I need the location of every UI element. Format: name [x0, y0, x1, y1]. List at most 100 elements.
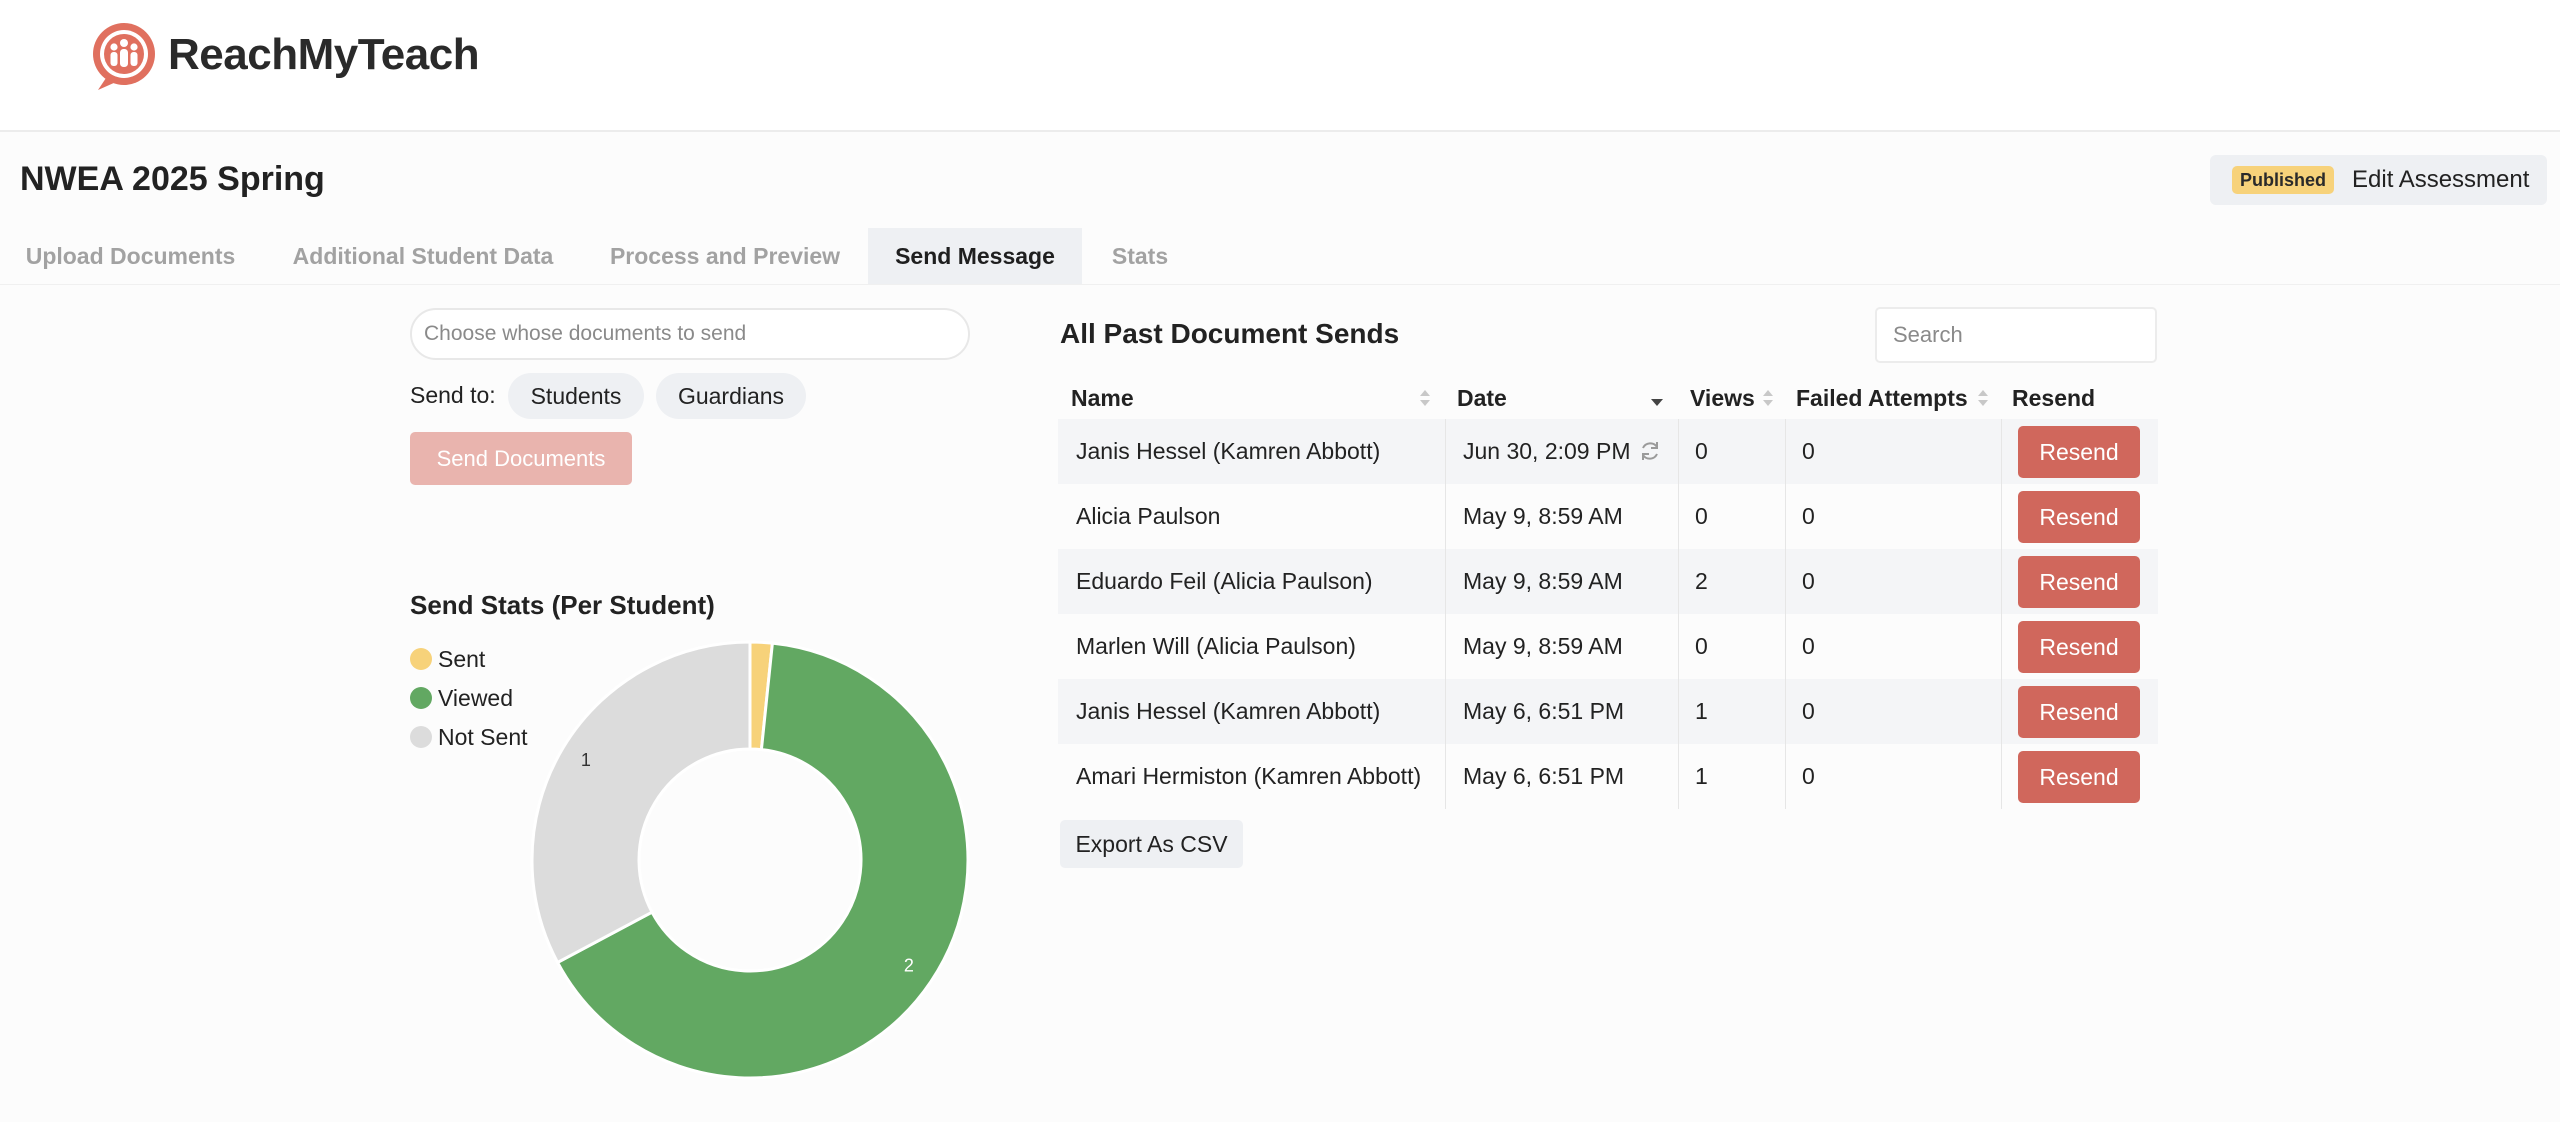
table-row: Alicia Paulson May 9, 8:59 AM 0 0 Resend [1058, 484, 2158, 549]
legend-item-sent: Sent [410, 646, 485, 672]
search-input[interactable] [1875, 307, 2157, 363]
column-divider [2001, 484, 2002, 549]
cell-failed-attempts: 0 [1802, 503, 1815, 529]
cell-name: Alicia Paulson [1076, 503, 1221, 529]
column-divider [1678, 549, 1679, 614]
cell-name: Amari Hermiston (Kamren Abbott) [1076, 763, 1422, 789]
column-divider [2001, 614, 2002, 679]
cell-name: Marlen Will (Alicia Paulson) [1076, 633, 1356, 659]
column-divider [1445, 744, 1446, 809]
column-divider [1445, 679, 1446, 744]
resend-button[interactable]: Resend [2018, 426, 2140, 478]
column-divider [2001, 744, 2002, 809]
assessment-status-box: Published Edit Assessment [2210, 155, 2547, 205]
column-divider [2001, 679, 2002, 744]
column-header-failed-attempts[interactable]: Failed Attempts [1796, 385, 1968, 411]
tab-stats[interactable]: Stats [1111, 243, 1169, 269]
cell-date: May 9, 8:59 AM [1463, 633, 1623, 659]
tab-upload-documents[interactable]: Upload Documents [25, 243, 236, 269]
legend-label-viewed: Viewed [438, 685, 514, 711]
legend-label-sent: Sent [438, 646, 486, 672]
sort-icon[interactable] [1418, 388, 1432, 408]
column-header-date[interactable]: Date [1457, 385, 1507, 411]
top-bar: ReachMyTeach [0, 0, 2560, 132]
column-divider [1785, 419, 1786, 484]
column-divider [1445, 484, 1446, 549]
column-divider [1785, 744, 1786, 809]
cell-failed-attempts: 0 [1802, 568, 1815, 594]
cell-date: May 9, 8:59 AM [1463, 503, 1623, 529]
legend-label-not-sent: Not Sent [438, 724, 528, 750]
resend-button[interactable]: Resend [2018, 621, 2140, 673]
column-header-resend: Resend [2012, 385, 2096, 411]
logo-icon[interactable] [88, 20, 160, 92]
page-title: NWEA 2025 Spring [20, 160, 325, 198]
cell-failed-attempts: 0 [1802, 438, 1815, 464]
tabs-divider [0, 284, 2560, 285]
cell-views: 1 [1695, 763, 1708, 789]
column-divider [1678, 744, 1679, 809]
column-divider [2001, 419, 2002, 484]
column-header-views[interactable]: Views [1690, 385, 1755, 411]
column-divider [1785, 614, 1786, 679]
tab-additional-student-data[interactable]: Additional Student Data [292, 243, 554, 269]
column-divider [1785, 679, 1786, 744]
send-stats-donut-chart: 21 [530, 640, 970, 1080]
cell-date: May 6, 6:51 PM [1463, 763, 1625, 789]
tab-process-and-preview[interactable]: Process and Preview [609, 243, 841, 269]
legend-item-viewed: Viewed [410, 685, 513, 711]
table-row: Amari Hermiston (Kamren Abbott) May 6, 6:… [1058, 744, 2158, 809]
column-divider [1678, 419, 1679, 484]
column-divider [1445, 614, 1446, 679]
cell-name: Janis Hessel (Kamren Abbott) [1076, 698, 1381, 724]
refresh-icon[interactable] [1638, 439, 1662, 463]
column-divider [1678, 679, 1679, 744]
app-name[interactable]: ReachMyTeach [168, 30, 480, 79]
donut-slice-not-sent [530, 640, 752, 965]
table-row: Janis Hessel (Kamren Abbott) Jun 30, 2:09… [1058, 419, 2158, 484]
sort-icon[interactable] [1976, 388, 1990, 408]
export-csv-button[interactable]: Export As CSV [1060, 820, 1243, 868]
recipient-select-input[interactable] [410, 308, 970, 360]
resend-button[interactable]: Resend [2018, 491, 2140, 543]
cell-views: 0 [1695, 633, 1708, 659]
send-to-label: Send to: [410, 382, 496, 408]
status-badge: Published [2232, 166, 2335, 194]
cell-date: Jun 30, 2:09 PM [1463, 438, 1631, 464]
cell-views: 2 [1695, 568, 1708, 594]
send-documents-button[interactable]: Send Documents [410, 432, 632, 485]
table-row: Marlen Will (Alicia Paulson) May 9, 8:59 … [1058, 614, 2158, 679]
column-divider [1445, 549, 1446, 614]
legend-item-not-sent: Not Sent [410, 724, 528, 750]
sort-descending-icon[interactable] [1650, 388, 1664, 408]
cell-failed-attempts: 0 [1802, 698, 1815, 724]
legend-swatch-sent [410, 647, 432, 670]
cell-name: Janis Hessel (Kamren Abbott) [1076, 438, 1381, 464]
students-option-button[interactable]: Students [508, 373, 644, 419]
column-divider [2001, 549, 2002, 614]
resend-button[interactable]: Resend [2018, 751, 2140, 803]
column-header-name[interactable]: Name [1071, 385, 1134, 411]
legend-swatch-not-sent [410, 725, 432, 748]
resend-button[interactable]: Resend [2018, 686, 2140, 738]
sends-table-title: All Past Document Sends [1060, 318, 1400, 349]
donut-data-label: 1 [581, 750, 591, 770]
donut-data-label: 2 [904, 956, 914, 976]
table-row: Janis Hessel (Kamren Abbott) May 6, 6:51 … [1058, 679, 2158, 744]
column-divider [1785, 549, 1786, 614]
donut-slice-viewed [555, 641, 970, 1080]
cell-failed-attempts: 0 [1802, 763, 1815, 789]
cell-views: 0 [1695, 438, 1708, 464]
table-row: Eduardo Feil (Alicia Paulson) May 9, 8:59… [1058, 549, 2158, 614]
cell-date: May 9, 8:59 AM [1463, 568, 1623, 594]
resend-button[interactable]: Resend [2018, 556, 2140, 608]
cell-name: Eduardo Feil (Alicia Paulson) [1076, 568, 1373, 594]
column-divider [1785, 484, 1786, 549]
column-divider [1678, 614, 1679, 679]
guardians-option-button[interactable]: Guardians [656, 373, 806, 419]
cell-views: 1 [1695, 698, 1708, 724]
sort-icon[interactable] [1761, 388, 1775, 408]
tab-send-message[interactable]: Send Message [868, 228, 1082, 284]
legend-swatch-viewed [410, 686, 432, 709]
edit-assessment-button[interactable]: Edit Assessment [2352, 166, 2530, 193]
